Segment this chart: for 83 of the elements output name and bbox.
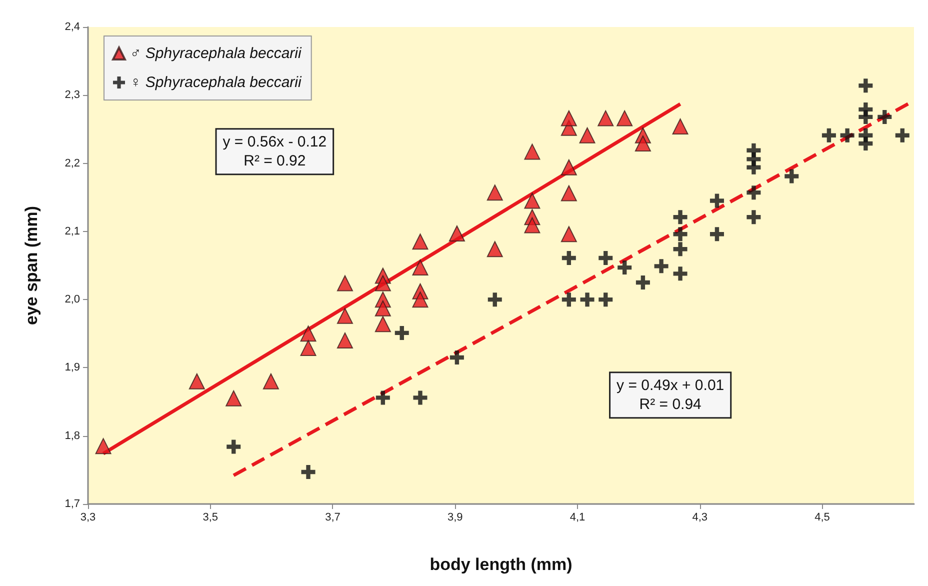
point [524, 217, 540, 234]
y-tick-label: 2,4 [64, 21, 80, 33]
point [95, 438, 112, 454]
legend-label: ♀ Sphyracephala beccarii [130, 74, 302, 91]
point [858, 110, 873, 124]
point [486, 184, 503, 201]
point [448, 225, 465, 242]
point [560, 185, 577, 202]
point [598, 110, 614, 126]
point [226, 390, 242, 406]
annotation: y = 0.49x + 0.01 R² = 0.94 [616, 377, 724, 414]
point [746, 210, 761, 224]
point [336, 332, 353, 348]
x-tick-label: 3,7 [325, 512, 340, 524]
point [895, 128, 910, 142]
y-tick-label: 2,2 [64, 157, 80, 170]
x-axis-title: body length (mm) [430, 555, 572, 574]
point [560, 226, 577, 242]
point [488, 292, 502, 307]
point [878, 110, 892, 124]
point [840, 128, 854, 142]
point [634, 136, 651, 152]
point [822, 128, 836, 142]
point [746, 186, 761, 200]
point [300, 340, 316, 356]
point [336, 275, 353, 292]
x-tick-label: 4,1 [570, 512, 586, 524]
point [618, 260, 632, 275]
point [562, 251, 576, 266]
y-tick-label: 1,9 [64, 362, 80, 374]
point [858, 78, 873, 93]
point [412, 234, 428, 250]
point [710, 227, 724, 242]
point [672, 118, 688, 134]
point [636, 276, 650, 290]
point [784, 169, 799, 184]
annotation: y = 0.56x - 0.12 R² = 0.92 [222, 134, 327, 170]
point [580, 292, 594, 307]
point [301, 464, 316, 479]
point [560, 159, 577, 176]
point [524, 144, 540, 160]
point [226, 440, 241, 454]
y-tick-label: 1,8 [64, 430, 80, 442]
y-tick-label: 2,1 [64, 225, 80, 238]
point [858, 136, 873, 151]
x-tick-label: 3,9 [447, 512, 463, 524]
point [188, 373, 205, 390]
point [673, 210, 688, 224]
point [673, 227, 688, 242]
point [394, 326, 409, 340]
point [336, 308, 353, 324]
point [374, 275, 391, 292]
x-tick-label: 3,3 [80, 512, 96, 524]
point [524, 192, 540, 209]
point [412, 292, 428, 308]
point [374, 300, 391, 316]
point [412, 260, 428, 276]
point [376, 390, 390, 405]
point [673, 242, 688, 256]
point [654, 259, 668, 274]
point [450, 350, 464, 364]
y-tick-label: 1,7 [64, 498, 80, 510]
y-axis-title: eye span (mm) [22, 206, 41, 326]
x-tick-label: 3,5 [202, 512, 218, 524]
point [560, 110, 577, 126]
x-tick-label: 4,3 [692, 512, 708, 524]
y-tick-label: 2,3 [64, 89, 80, 102]
point [746, 160, 761, 174]
point [562, 292, 576, 307]
point [374, 316, 391, 332]
legend-label: ♂ Sphyracephala beccarii [130, 45, 302, 62]
point [486, 241, 503, 258]
point [710, 194, 724, 208]
x-tick-label: 4,5 [814, 512, 830, 524]
point [262, 373, 279, 390]
point [413, 390, 428, 405]
point [598, 251, 613, 266]
y-tick-label: 2,0 [64, 294, 80, 306]
point [616, 110, 633, 126]
point [579, 127, 596, 144]
point [598, 292, 613, 307]
point [673, 266, 688, 281]
point [300, 326, 316, 342]
